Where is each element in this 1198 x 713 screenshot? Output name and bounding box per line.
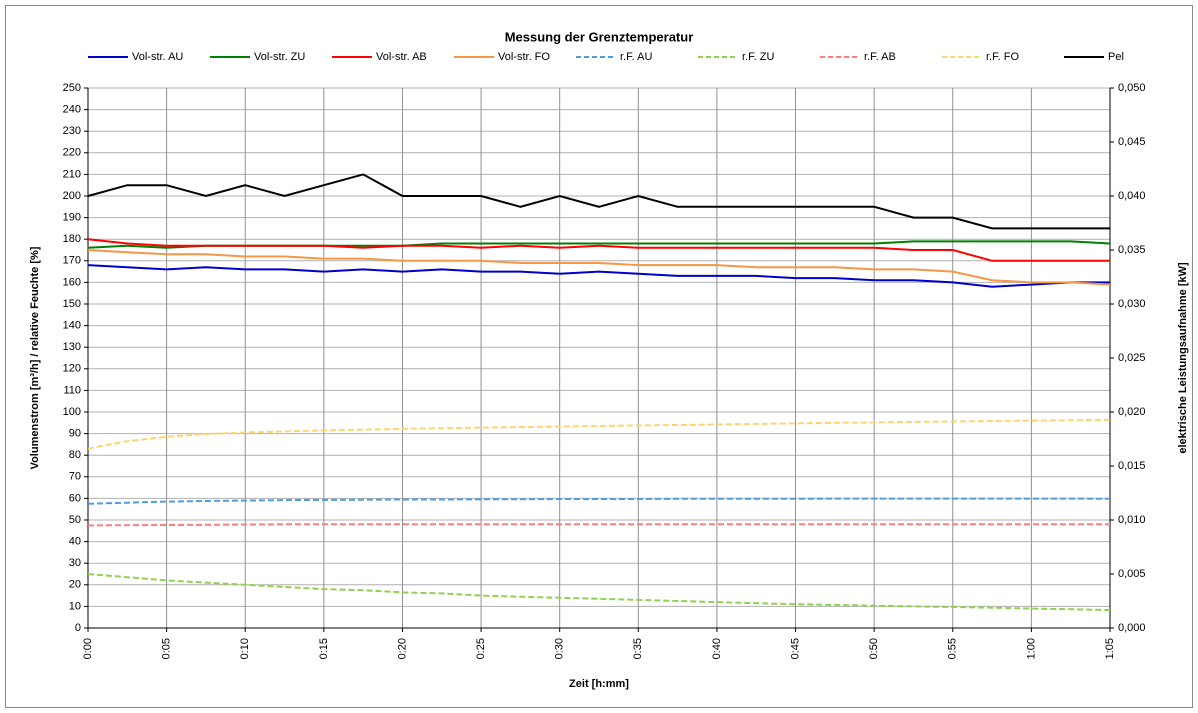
y-tick-label: 70 [69,471,81,483]
x-tick-label: 0:55 [947,638,959,659]
y2-tick-label: 0,000 [1118,622,1146,634]
y-tick-label: 0 [75,622,81,634]
x-tick-label: 0:40 [711,638,723,659]
x-tick-label: 1:00 [1025,638,1037,659]
y-tick-label: 180 [63,233,81,245]
y2-axis-label: elektrische Leistungsaufnahme [kW] [1177,262,1189,454]
y-tick-label: 120 [63,363,81,375]
legend-label: r.F. ZU [742,51,774,63]
y-tick-label: 240 [63,104,81,116]
x-tick-label: 0:50 [868,638,880,659]
series-line [87,497,1111,505]
y-tick-label: 170 [63,255,81,267]
x-tick-label: 1:05 [1104,638,1116,659]
chart-title: Messung der Grenztemperatur [505,29,694,44]
y-tick-label: 220 [63,147,81,159]
series-line [87,418,1111,450]
legend-label: r.F. FO [986,51,1019,63]
y2-tick-label: 0,010 [1118,514,1146,526]
y-tick-label: 160 [63,276,81,288]
y-tick-label: 100 [63,406,81,418]
x-tick-label: 0:15 [318,638,330,659]
legend-label: Pel [1108,51,1124,63]
y-tick-label: 80 [69,449,81,461]
y2-tick-label: 0,005 [1118,568,1146,580]
legend-label: r.F. AB [864,51,896,63]
y2-tick-label: 0,015 [1118,460,1146,472]
series-line [87,523,1110,527]
y-tick-label: 130 [63,341,81,353]
legend-label: Vol-str. FO [498,51,550,63]
y-tick-label: 30 [69,557,81,569]
y-axis-label: Volumenstrom [m³/h] / relative Feuchte [… [29,246,41,469]
y2-tick-label: 0,035 [1118,244,1146,256]
y2-tick-label: 0,045 [1118,136,1146,148]
y-tick-label: 20 [69,579,81,591]
series-line [87,238,1110,262]
y-tick-label: 40 [69,536,81,548]
x-tick-label: 0:00 [82,638,94,659]
y-tick-label: 210 [63,168,81,180]
x-tick-label: 0:45 [789,638,801,659]
y2-tick-label: 0,050 [1118,82,1146,94]
y-tick-label: 90 [69,428,81,440]
x-tick-label: 0:05 [161,638,173,659]
y2-tick-label: 0,025 [1118,352,1146,364]
x-axis-label: Zeit [h:mm] [569,678,629,690]
y-tick-label: 230 [63,125,81,137]
legend-label: Vol-str. ZU [254,51,305,63]
y-tick-label: 110 [63,384,81,396]
legend-label: r.F. AU [620,51,652,63]
x-tick-label: 0:20 [396,638,408,659]
y-tick-label: 60 [69,492,81,504]
x-tick-label: 0:30 [554,638,566,659]
y-tick-label: 10 [69,600,81,612]
series-line [87,264,1110,288]
legend-label: Vol-str. AU [132,51,183,63]
y2-tick-label: 0,040 [1118,190,1146,202]
plot-area [87,87,1111,629]
y-tick-label: 150 [63,298,81,310]
x-tick-label: 0:10 [239,638,251,659]
y2-tick-label: 0,020 [1118,406,1146,418]
series-line [87,249,1111,286]
x-tick-label: 0:25 [475,638,487,659]
y-tick-label: 200 [63,190,81,202]
legend-label: Vol-str. AB [376,51,427,63]
y2-tick-label: 0,030 [1118,298,1146,310]
y-tick-label: 250 [63,82,81,94]
y-tick-label: 190 [63,212,81,224]
x-tick-label: 0:35 [632,638,644,659]
y-tick-label: 140 [63,320,81,332]
y-tick-label: 50 [69,514,81,526]
series-line [87,173,1110,230]
